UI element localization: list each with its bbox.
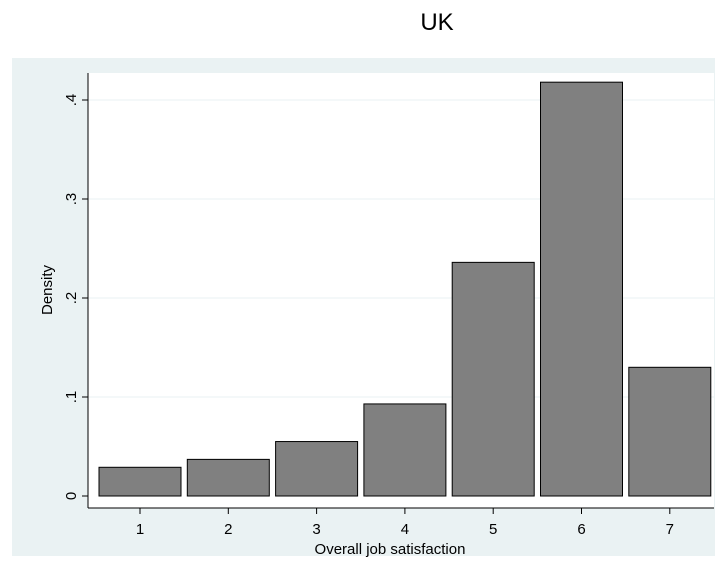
- x-tick-label-6: 6: [577, 521, 585, 538]
- bar-3: [275, 441, 359, 497]
- bar-2: [186, 458, 270, 497]
- x-tick-label-2: 2: [224, 521, 232, 538]
- x-tick-label-3: 3: [312, 521, 320, 538]
- x-ticks: 1 2 3 4 5 6 7: [136, 508, 674, 538]
- axes: [87, 73, 714, 509]
- bar-5: [451, 261, 535, 497]
- y-axis-label: Density: [39, 264, 56, 315]
- bar-6: [540, 81, 623, 497]
- y-tick-label-4: .4: [63, 94, 80, 107]
- bar-7: [628, 366, 712, 497]
- y-ticks: 0 .1 .2 .3 .4: [63, 94, 88, 500]
- x-tick-label-4: 4: [401, 521, 409, 538]
- bar-1: [98, 466, 182, 497]
- y-tick-label-1: .1: [63, 391, 80, 404]
- chart-title: UK: [420, 9, 453, 36]
- bar-4: [363, 403, 447, 497]
- y-tick-label-3: .3: [63, 193, 80, 206]
- x-tick-label-5: 5: [489, 521, 497, 538]
- x-tick-label-7: 7: [666, 521, 674, 538]
- y-tick-label-0: 0: [63, 492, 80, 500]
- x-axis-label: Overall job satisfaction: [315, 541, 466, 558]
- x-tick-label-1: 1: [136, 521, 144, 538]
- bars: [98, 81, 712, 497]
- y-tick-label-2: .2: [63, 292, 80, 305]
